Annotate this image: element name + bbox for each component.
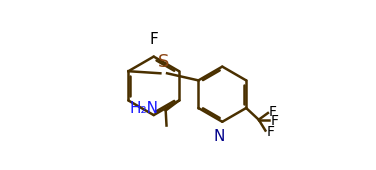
Text: S: S xyxy=(158,53,169,71)
Text: F: F xyxy=(269,105,277,119)
Text: F: F xyxy=(270,114,278,128)
Text: H₂N: H₂N xyxy=(130,101,159,116)
Text: F: F xyxy=(266,125,274,139)
Text: N: N xyxy=(214,129,225,144)
Text: F: F xyxy=(149,32,158,47)
